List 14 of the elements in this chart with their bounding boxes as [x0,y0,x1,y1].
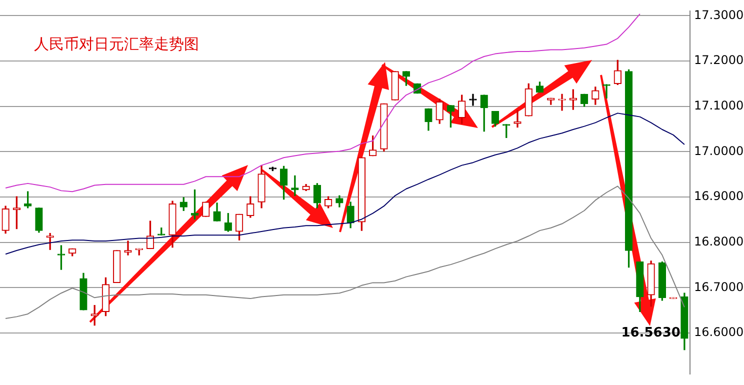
y-tick-label: 17.3000 [694,8,744,22]
candlestick [124,240,132,256]
y-tick-label: 17.1000 [694,98,744,113]
y-tick-label: 16.6000 [694,325,744,340]
text: 人民币对日元汇率走势图 [34,35,199,54]
y-tick-label: 16.9000 [694,189,744,204]
candlestick [602,84,610,99]
y-tick-label: 17.0000 [694,144,744,158]
y-tick-label: 16.7000 [694,280,744,294]
y-tick-label: 16.8000 [694,234,744,248]
candlestick [558,94,566,111]
annotation: 16.5630 [621,326,680,341]
candlestick [469,94,477,106]
y-tick-label: 17.2000 [694,53,744,68]
